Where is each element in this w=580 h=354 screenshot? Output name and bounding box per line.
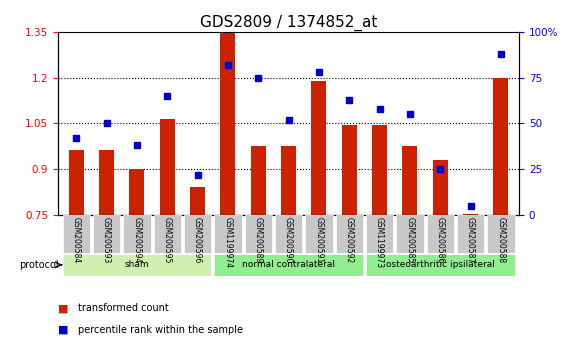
Bar [305, 215, 332, 253]
Text: GSM200589: GSM200589 [253, 217, 263, 263]
Text: GSM200590: GSM200590 [284, 217, 293, 263]
Bar [214, 215, 241, 253]
Bar [336, 215, 363, 253]
Bar [160, 120, 175, 215]
Bar [433, 160, 448, 215]
Bar [463, 213, 478, 215]
Text: GSM200585: GSM200585 [405, 217, 414, 263]
Bar [184, 215, 211, 253]
Text: percentile rank within the sample: percentile rank within the sample [78, 325, 243, 335]
Bar [123, 215, 151, 253]
Text: protocol: protocol [19, 260, 59, 270]
Text: GSM200584: GSM200584 [72, 217, 81, 263]
Bar [372, 125, 387, 215]
Bar [366, 215, 393, 253]
Bar [311, 81, 327, 215]
Text: GSM200596: GSM200596 [193, 217, 202, 263]
Bar [426, 215, 454, 253]
Bar [275, 215, 302, 253]
Bar [396, 215, 423, 253]
Bar [366, 253, 514, 276]
Text: GSM200587: GSM200587 [466, 217, 475, 263]
Bar [220, 32, 235, 215]
Text: GSM200591: GSM200591 [314, 217, 324, 263]
Bar [99, 150, 114, 215]
Bar [487, 215, 514, 253]
Text: GSM200594: GSM200594 [132, 217, 142, 263]
Bar [245, 215, 272, 253]
Text: transformed count: transformed count [78, 303, 169, 313]
Bar [63, 253, 211, 276]
Bar [494, 78, 509, 215]
Text: ■: ■ [58, 325, 68, 335]
Text: GSM200595: GSM200595 [163, 217, 172, 263]
Text: GSM1199973: GSM1199973 [375, 217, 384, 268]
Bar [190, 187, 205, 215]
Bar [129, 169, 144, 215]
Bar [214, 253, 363, 276]
Text: GSM200588: GSM200588 [496, 217, 505, 263]
Text: ■: ■ [58, 303, 68, 313]
Text: GSM200592: GSM200592 [345, 217, 354, 263]
Bar [251, 146, 266, 215]
Bar [154, 215, 181, 253]
Text: GSM200586: GSM200586 [436, 217, 445, 263]
Text: GSM1199974: GSM1199974 [223, 217, 233, 268]
Bar [457, 215, 484, 253]
Text: normal contralateral: normal contralateral [242, 260, 335, 269]
Text: GSM200593: GSM200593 [102, 217, 111, 263]
Text: sham: sham [125, 260, 149, 269]
Bar [281, 146, 296, 215]
Text: osteoarthritic ipsilateral: osteoarthritic ipsilateral [386, 260, 495, 269]
Title: GDS2809 / 1374852_at: GDS2809 / 1374852_at [200, 14, 377, 30]
Bar [68, 150, 84, 215]
Bar [93, 215, 120, 253]
Bar [403, 146, 418, 215]
Bar [63, 215, 90, 253]
Bar [342, 125, 357, 215]
